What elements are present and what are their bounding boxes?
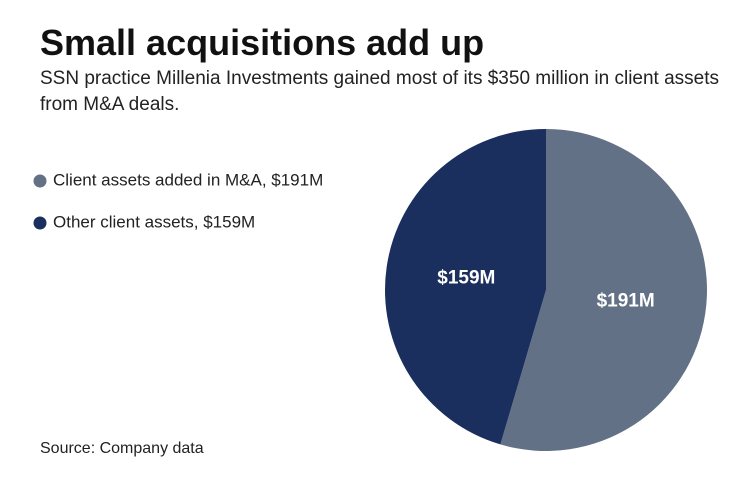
pie-slice [500, 129, 707, 451]
legend-swatch [33, 174, 47, 188]
chart-subtitle: SSN practice Millenia Investments gained… [40, 68, 720, 115]
value-label: $159M [437, 267, 495, 288]
source-note: Source: Company data [40, 440, 204, 457]
legend-label: Other client assets, $159M [53, 212, 255, 231]
legend-swatch [33, 216, 47, 230]
legend-label: Client assets added in M&A, $191M [53, 170, 323, 189]
chart-title: Small acquisitions add up [40, 22, 485, 63]
pie-slice [384, 129, 546, 445]
value-label: $191M [597, 291, 655, 312]
